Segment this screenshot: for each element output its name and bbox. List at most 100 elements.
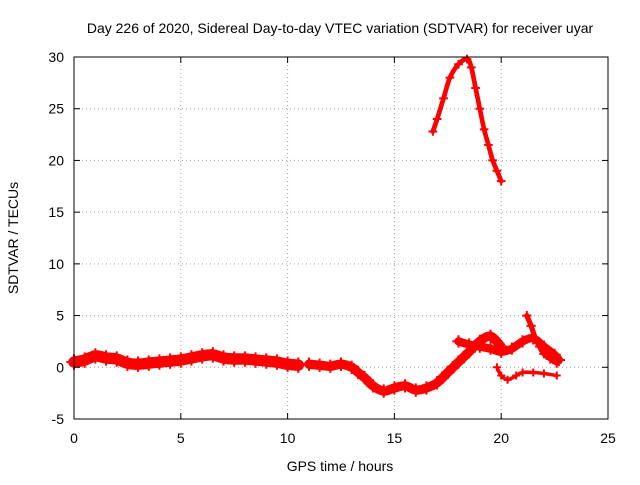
data-point-marker [141, 355, 157, 371]
data-point-marker [357, 370, 372, 385]
data-point-marker [516, 335, 529, 348]
data-point-marker [462, 54, 472, 64]
data-point-marker [535, 342, 545, 352]
data-point-marker [290, 357, 306, 373]
data-point-marker [479, 125, 489, 134]
data-point-marker [492, 166, 502, 176]
data-point-marker [512, 371, 521, 380]
data-point-marker [503, 375, 512, 384]
x-tick-label: 0 [70, 430, 78, 446]
data-point-marker [312, 358, 327, 372]
data-point-marker [445, 73, 455, 83]
data-point-marker [130, 356, 146, 372]
data-point-marker [496, 176, 506, 186]
series-satellite-track-2 [302, 329, 508, 398]
data-point-marker [247, 352, 264, 368]
x-tick-label: 5 [177, 430, 185, 446]
data-point-marker [162, 353, 178, 369]
x-tick-label: 20 [493, 430, 509, 446]
data-point-marker [483, 329, 498, 343]
data-point-marker [430, 376, 444, 390]
data-point-marker [552, 358, 562, 368]
data-point-marker [529, 368, 538, 377]
data-point-marker [530, 333, 540, 343]
x-axis-label: GPS time / hours [287, 458, 394, 474]
data-point-marker [488, 156, 497, 165]
data-point-marker [484, 342, 497, 355]
data-point-marker [452, 335, 465, 348]
data-point-marker [98, 350, 114, 366]
data-point-marker [463, 338, 476, 351]
data-point-marker [492, 363, 501, 372]
data-point-marker [495, 345, 508, 358]
chart-title: Day 226 of 2020, Sidereal Day-to-day VTE… [87, 20, 594, 36]
data-point-marker [451, 355, 466, 369]
data-point-marker [387, 381, 402, 395]
data-point-marker [505, 342, 519, 355]
data-point-marker [269, 354, 285, 370]
y-tick-label: 25 [48, 101, 64, 117]
data-point-marker [471, 83, 480, 93]
data-point-marker [205, 347, 221, 363]
data-point-marker [173, 352, 189, 368]
data-point-marker [466, 63, 476, 72]
data-point-marker [119, 355, 136, 371]
data-point-marker [522, 310, 532, 321]
data-point-marker [518, 368, 527, 377]
data-point-marker [473, 340, 486, 353]
y-tick-label: 15 [48, 204, 64, 220]
data-point-marker [302, 357, 316, 371]
series-satellite-track-4 [522, 310, 562, 368]
x-tick-label: 10 [280, 430, 296, 446]
data-point-marker [76, 352, 93, 368]
data-point-marker [366, 379, 380, 393]
y-tick-label: -5 [52, 411, 65, 427]
data-point-marker [279, 356, 296, 372]
data-point-marker [215, 350, 232, 366]
data-point-marker [237, 351, 253, 367]
data-point-marker [323, 359, 337, 373]
data-point-marker [439, 94, 448, 103]
data-point-marker [497, 371, 506, 380]
x-tick-label: 25 [600, 430, 616, 446]
data-point-marker [109, 351, 125, 367]
data-point-marker [398, 379, 412, 393]
x-tick-label: 15 [387, 430, 403, 446]
y-tick-label: 30 [48, 49, 64, 65]
data-point-marker [539, 349, 549, 359]
data-point-marker [539, 369, 548, 378]
data-point-marker [432, 114, 442, 124]
data-point-marker [87, 348, 104, 364]
data-point-marker [484, 140, 493, 150]
data-point-marker [409, 383, 423, 397]
data-point-marker [526, 321, 536, 331]
y-tick-label: 5 [56, 308, 64, 324]
data-point-marker [194, 348, 210, 364]
data-point-marker [377, 384, 391, 398]
series-satellite-track-6 [428, 54, 506, 186]
data-point-marker [552, 371, 561, 380]
series-satellite-track-3 [452, 332, 566, 367]
data-point-marker [258, 353, 274, 369]
grid-lines [74, 57, 608, 419]
data-series [66, 54, 566, 398]
data-point-marker [441, 365, 455, 380]
y-tick-label: 20 [48, 152, 64, 168]
plot-frame [73, 56, 609, 420]
y-tick-label: 0 [56, 359, 64, 375]
data-point-marker [428, 127, 438, 136]
data-point-marker [454, 59, 463, 69]
data-point-marker [475, 104, 485, 114]
data-point-marker [419, 381, 434, 395]
data-point-marker [183, 350, 200, 366]
data-point-marker [151, 354, 168, 370]
data-point-marker [334, 357, 348, 371]
data-point-marker [545, 354, 555, 364]
y-axis-label: SDTVAR / TECUs [5, 182, 21, 294]
series-satellite-track-1 [66, 347, 306, 373]
y-tick-label: 10 [48, 256, 64, 272]
series-satellite-track-5 [492, 363, 561, 384]
